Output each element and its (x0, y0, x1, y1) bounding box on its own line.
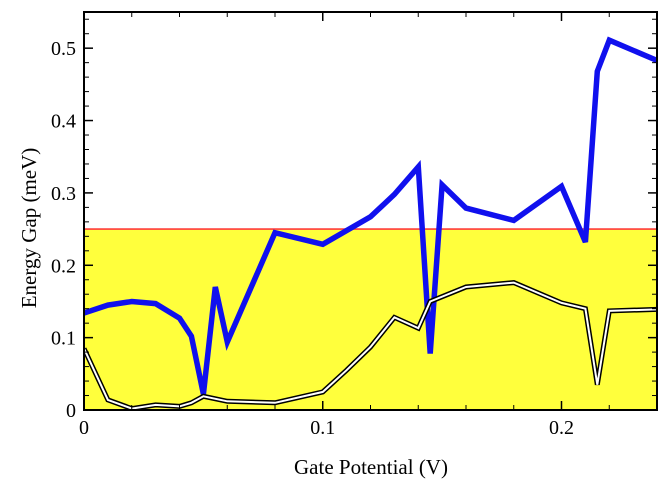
y-tick-label: 0 (66, 400, 76, 422)
x-tick-label: 0.2 (549, 417, 574, 439)
x-tick-label: 0 (79, 417, 89, 439)
series-group (84, 36, 657, 410)
x-axis-title: Gate Potential (V) (294, 455, 448, 479)
threshold-fill-region (84, 229, 657, 410)
y-tick-label: 0.1 (51, 328, 76, 350)
y-tick-label: 0.4 (51, 111, 76, 133)
y-tick-label: 0.2 (51, 255, 76, 277)
y-tick-label: 0.3 (51, 183, 76, 205)
y-axis-title: Energy Gap (meV) (17, 148, 41, 309)
x-tick-label: 0.1 (310, 417, 335, 439)
y-tick-label: 0.5 (51, 38, 76, 60)
series-0-line (84, 36, 657, 395)
series-1-line (84, 281, 657, 410)
